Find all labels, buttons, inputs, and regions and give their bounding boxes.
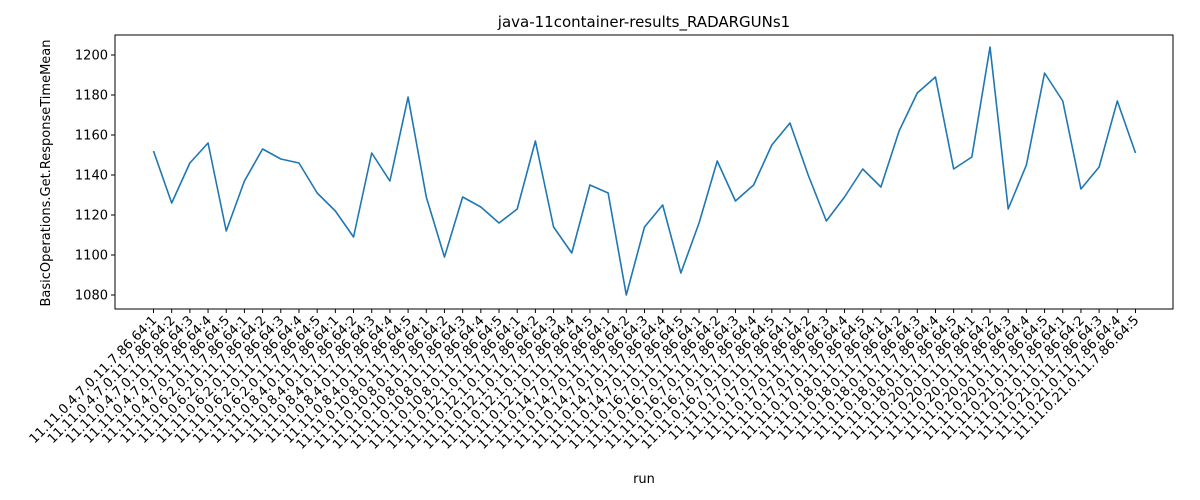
y-tick-label: 1100 bbox=[75, 249, 108, 264]
data-point bbox=[407, 96, 409, 98]
data-point bbox=[171, 202, 173, 204]
data-series bbox=[152, 46, 1137, 296]
data-point bbox=[516, 208, 518, 210]
chart-title: java-11container-results_RADARGUNs1 bbox=[497, 13, 790, 32]
data-point bbox=[480, 206, 482, 208]
y-tick-label: 1140 bbox=[75, 169, 108, 184]
data-point bbox=[1062, 100, 1064, 102]
data-point bbox=[844, 196, 846, 198]
y-tick-label: 1120 bbox=[75, 209, 108, 224]
data-point bbox=[916, 92, 918, 94]
data-point bbox=[443, 256, 445, 258]
data-point bbox=[825, 220, 827, 222]
data-point bbox=[207, 142, 209, 144]
data-point bbox=[953, 168, 955, 170]
data-point bbox=[1080, 188, 1082, 190]
data-point bbox=[1025, 164, 1027, 166]
series-line bbox=[152, 46, 1137, 296]
data-point bbox=[989, 46, 991, 48]
y-axis-label: BasicOperations.Get.ResponseTimeMean bbox=[39, 40, 54, 307]
data-point bbox=[353, 236, 355, 238]
x-axis-label: run bbox=[633, 472, 655, 487]
data-point bbox=[880, 186, 882, 188]
y-tick-label: 1160 bbox=[75, 129, 108, 144]
data-point bbox=[225, 230, 227, 232]
data-point bbox=[462, 196, 464, 198]
data-point bbox=[243, 180, 245, 182]
data-point bbox=[371, 152, 373, 154]
data-point bbox=[607, 192, 609, 194]
data-point bbox=[662, 204, 664, 206]
data-point bbox=[534, 140, 536, 142]
data-point bbox=[698, 222, 700, 224]
data-point bbox=[734, 200, 736, 202]
data-point bbox=[1116, 100, 1118, 102]
data-point bbox=[934, 76, 936, 78]
data-point bbox=[898, 130, 900, 132]
data-point bbox=[807, 174, 809, 176]
data-point bbox=[425, 196, 427, 198]
data-point bbox=[153, 150, 155, 152]
data-point bbox=[680, 272, 682, 274]
y-tick-label: 1080 bbox=[75, 289, 108, 304]
data-point bbox=[316, 192, 318, 194]
data-point bbox=[298, 162, 300, 164]
data-point bbox=[262, 148, 264, 150]
data-point bbox=[189, 162, 191, 164]
data-point bbox=[862, 168, 864, 170]
data-point bbox=[1135, 152, 1137, 154]
data-point bbox=[1044, 72, 1046, 74]
data-point bbox=[716, 160, 718, 162]
y-tick-label: 1180 bbox=[75, 89, 108, 104]
data-point bbox=[1007, 208, 1009, 210]
data-point bbox=[389, 180, 391, 182]
data-point bbox=[771, 144, 773, 146]
y-tick-label: 1200 bbox=[75, 49, 108, 64]
data-point bbox=[334, 210, 336, 212]
data-point bbox=[589, 184, 591, 186]
data-point bbox=[625, 294, 627, 296]
data-point bbox=[498, 222, 500, 224]
data-point bbox=[753, 184, 755, 186]
data-point bbox=[789, 122, 791, 124]
plot-frame bbox=[114, 34, 1174, 310]
data-point bbox=[571, 252, 573, 254]
data-point bbox=[971, 156, 973, 158]
data-point bbox=[1098, 166, 1100, 168]
data-point bbox=[280, 158, 282, 160]
data-point bbox=[553, 226, 555, 228]
axis-ticks: 108011001120114011601180120011.11.0.4.7.… bbox=[27, 49, 1143, 453]
data-point bbox=[644, 226, 646, 228]
